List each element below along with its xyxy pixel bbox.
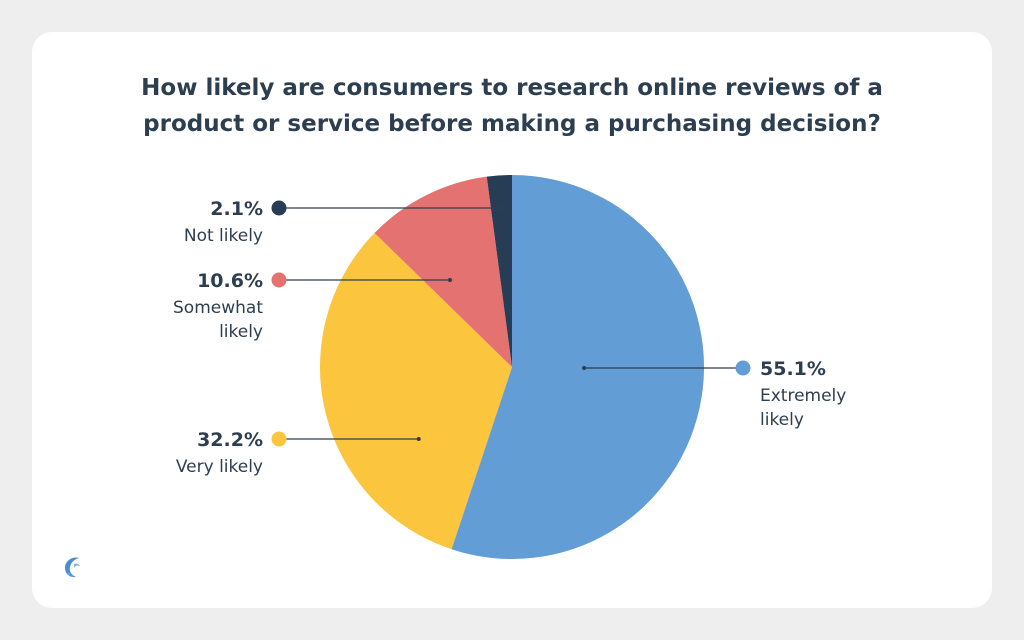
slice-percent-label-2: 10.6% (197, 270, 263, 292)
leader-tip-2 (448, 278, 453, 282)
slice-category-label-0-1: likely (760, 410, 804, 430)
slice-category-label-0-0: Extremely (760, 386, 846, 406)
slice-category-label-1-0: Very likely (176, 457, 263, 477)
slice-percent-label-0: 55.1% (760, 358, 826, 380)
slice-labels: 55.1% Extremely likely 32.2% Very likely 10.6… (173, 198, 846, 477)
legend-dot-3 (271, 200, 287, 216)
leader-tip-3 (498, 206, 503, 210)
slice-category-label-2-1: likely (219, 322, 263, 342)
leader-tip-1 (416, 437, 421, 441)
pie-slice-3 (486, 175, 512, 367)
chart-title-line-1: How likely are consumers to research onl… (141, 75, 883, 101)
slice-percent-label-1: 32.2% (197, 429, 263, 451)
slice-category-label-2-0: Somewhat (173, 298, 263, 318)
slice-percent-label-3: 2.1% (210, 198, 263, 220)
pie-slice-0 (451, 175, 705, 559)
legend-dot-1 (271, 431, 287, 447)
slice-category-label-3-0: Not likely (184, 226, 263, 246)
leader-lines (279, 206, 743, 441)
pie-slice-2 (374, 176, 512, 367)
pie-slice-1 (320, 232, 512, 550)
legend-dot-2 (271, 272, 287, 288)
leader-tip-0 (582, 366, 587, 370)
legend-dot-0 (735, 360, 751, 376)
chart-title: How likely are consumers to research onl… (0, 70, 1024, 142)
chart-title-line-2: product or service before making a purch… (143, 111, 881, 137)
wave-logo-icon (65, 557, 80, 578)
pie-slices (320, 175, 705, 559)
